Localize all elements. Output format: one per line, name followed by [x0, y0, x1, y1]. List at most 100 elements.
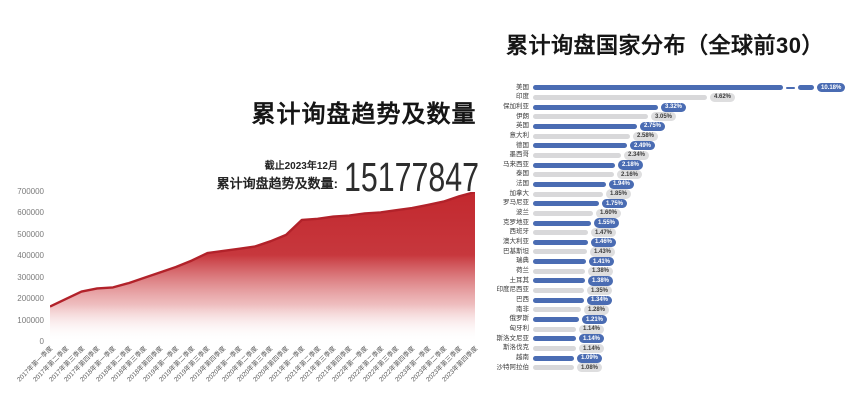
bar-value-pill: 1.09% — [577, 353, 603, 363]
bar-value-pill: 1.55% — [594, 218, 620, 228]
country-label: 澳大利亚 — [503, 238, 529, 246]
bar-value-pill: 4.62% — [710, 92, 736, 103]
bar-value-pill: 1.38% — [588, 276, 614, 286]
bar-row: 瑞典 1.41% — [495, 257, 852, 267]
bar-value-pill: 3.05% — [651, 112, 677, 122]
bar-value-pill: 1.14% — [579, 343, 605, 354]
country-label: 沙特阿拉伯 — [496, 363, 530, 371]
as-of-date-label: 截止2023年12月 — [264, 161, 338, 172]
bar — [533, 85, 783, 91]
country-label: 泰国 — [516, 170, 529, 178]
bar-value-pill: 1.41% — [589, 257, 615, 267]
bar-row: 马来西亚 2.18% — [495, 160, 852, 170]
bar — [533, 152, 621, 158]
bar — [533, 210, 593, 216]
country-label: 波兰 — [516, 209, 529, 217]
bar-row: 泰国 2.16% — [495, 170, 852, 180]
bar-row: 美国 10.18% — [495, 83, 852, 93]
bar-row: 墨西哥 2.34% — [495, 150, 852, 161]
bar-row: 澳大利亚 1.46% — [495, 237, 852, 248]
y-tick-label: 0 — [39, 337, 44, 346]
bar — [533, 172, 614, 178]
y-tick-label: 400000 — [17, 251, 44, 261]
bar-value-pill: 1.43% — [590, 247, 616, 257]
bar-value-pill: 2.16% — [617, 170, 643, 180]
bar-row: 荷兰 1.38% — [495, 266, 852, 276]
country-label: 加拿大 — [509, 189, 530, 197]
bar-row: 印度 4.62% — [495, 92, 852, 103]
bar — [533, 123, 637, 129]
country-label: 意大利 — [509, 131, 530, 139]
bar — [533, 94, 707, 100]
bar — [533, 268, 585, 274]
bar-row: 法国 1.94% — [495, 179, 852, 190]
bar-row: 匈牙利 1.14% — [495, 324, 852, 334]
bar — [533, 239, 588, 245]
bar-value-pill: 3.32% — [661, 102, 687, 112]
country-label: 马来西亚 — [503, 160, 529, 168]
bar-row: 俄罗斯 1.21% — [495, 314, 852, 325]
bar — [533, 220, 591, 226]
country-label: 南非 — [516, 305, 529, 313]
bar — [533, 230, 588, 236]
bar — [533, 191, 603, 197]
area-fill — [50, 192, 475, 342]
country-label: 克罗地亚 — [503, 218, 529, 226]
country-label: 西班牙 — [509, 228, 530, 236]
country-bar-list: 美国 10.18% 印度 4.62% 保加利亚 3.32% 伊朗 3.05% 英国 2.75% 意大… — [495, 83, 852, 373]
bar-row: 英国 2.75% — [495, 121, 852, 132]
bar — [533, 181, 606, 187]
country-label: 俄罗斯 — [509, 315, 530, 323]
bar-row: 斯洛文尼亚 1.14% — [495, 334, 852, 344]
bar-value-pill: 1.35% — [587, 286, 613, 296]
bar-row: 加拿大 1.85% — [495, 189, 852, 199]
bar-value-pill: 2.75% — [640, 121, 666, 132]
y-tick-label: 600000 — [17, 208, 44, 218]
bar-row: 克罗地亚 1.55% — [495, 218, 852, 228]
bar — [533, 326, 576, 332]
bar — [533, 104, 658, 110]
y-tick-label: 700000 — [17, 187, 44, 196]
bar-value-pill: 1.85% — [606, 189, 632, 199]
bar-row: 德国 2.49% — [495, 141, 852, 151]
y-tick-label: 100000 — [17, 315, 44, 325]
bar — [533, 162, 615, 168]
axis-break-dash — [786, 86, 795, 90]
bar-row: 土耳其 1.38% — [495, 276, 852, 286]
bar-value-pill: 1.47% — [591, 228, 617, 238]
country-label: 英国 — [516, 122, 529, 130]
y-tick-label: 200000 — [17, 294, 44, 304]
bar — [533, 288, 584, 294]
bar — [798, 85, 814, 91]
country-label: 罗马尼亚 — [503, 199, 529, 207]
cumulative-total-label: 累计询盘趋势及数量: — [216, 176, 338, 191]
country-chart-title: 累计询盘国家分布（全球前30） — [506, 33, 824, 58]
country-label: 保加利亚 — [503, 102, 529, 110]
country-label: 巴基斯坦 — [503, 247, 529, 255]
country-label: 印度 — [516, 93, 529, 101]
bar-value-pill: 1.46% — [591, 237, 617, 247]
bar — [533, 355, 574, 361]
bar-row: 印度尼西亚 1.35% — [495, 286, 852, 296]
country-label: 印度尼西亚 — [496, 286, 530, 294]
country-label: 匈牙利 — [509, 324, 530, 332]
country-label: 越南 — [516, 353, 529, 361]
bar-row: 伊朗 3.05% — [495, 112, 852, 122]
bar-row: 巴西 1.34% — [495, 295, 852, 305]
bar-value-pill: 1.14% — [579, 324, 605, 334]
bar-row: 罗马尼亚 1.75% — [495, 199, 852, 209]
bar-value-pill: 2.18% — [618, 160, 644, 170]
bar-row: 意大利 2.58% — [495, 131, 852, 141]
bar-value-pill: 2.58% — [633, 131, 659, 141]
area-chart-plot — [50, 192, 475, 342]
trend-line — [50, 192, 475, 308]
bar — [533, 201, 599, 207]
bar-value-pill: 1.75% — [602, 199, 628, 209]
bar-row: 南非 1.28% — [495, 305, 852, 315]
bar-value-pill: 1.60% — [596, 208, 622, 218]
bar-row: 越南 1.09% — [495, 353, 852, 363]
bar — [533, 133, 630, 139]
bar — [533, 365, 574, 371]
bar-value-pill: 1.28% — [584, 305, 610, 315]
